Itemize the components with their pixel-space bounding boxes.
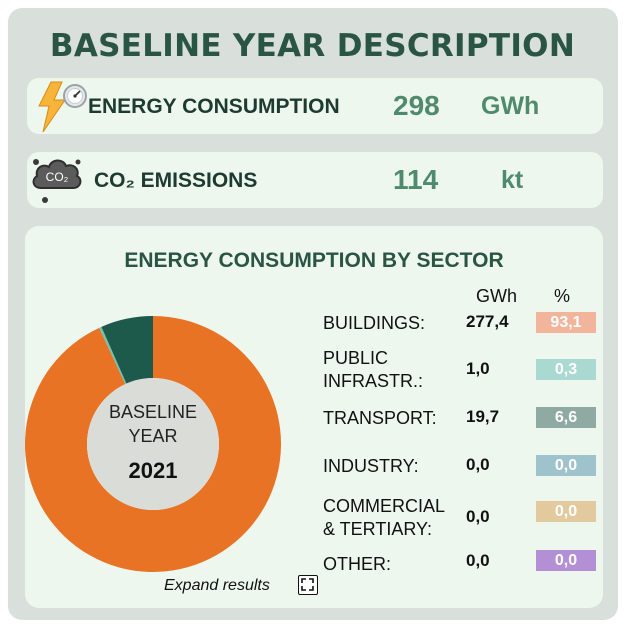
donut-slice-transport[interactable] (101, 316, 153, 384)
sector-pct-badge: 0,3 (536, 359, 596, 380)
co2-emissions-card: CO₂ CO₂ EMISSIONS 114 kt (27, 152, 603, 208)
sector-pct-badge: 93,1 (536, 312, 596, 333)
sector-gwh: 1,0 (466, 359, 490, 378)
energy-consumption-card: ENERGY CONSUMPTION 298 GWh (27, 78, 603, 134)
donut-center (87, 378, 219, 510)
sector-title: ENERGY CONSUMPTION BY SECTOR (124, 249, 504, 272)
co2-icon-text: CO₂ (46, 170, 69, 184)
sector-name: TRANSPORT: (323, 408, 437, 428)
sector-name-line2: INFRASTR.: (323, 371, 424, 391)
co2-emissions-value: 114 (393, 164, 439, 195)
column-header-gwh: GWh (476, 286, 518, 306)
sector-pct-badge: 0,0 (536, 455, 596, 476)
expand-icon[interactable] (298, 575, 318, 595)
energy-consumption-unit: GWh (481, 92, 540, 120)
sector-name-line1: PUBLIC (323, 348, 389, 368)
sector-name-line2: & TERTIARY: (323, 519, 433, 539)
sector-pct-badge: 6,6 (536, 407, 596, 428)
sector-gwh: 277,4 (466, 312, 509, 331)
sector-name: OTHER: (323, 554, 392, 574)
co2-emissions-label: CO₂ EMISSIONS (94, 169, 258, 192)
energy-consumption-label: ENERGY CONSUMPTION (88, 95, 340, 118)
sector-pct-badge: 0,0 (536, 501, 596, 522)
sector-gwh: 0,0 (466, 455, 490, 474)
donut-center-label-line2: YEAR (128, 426, 178, 446)
donut-slice-public-infrastr[interactable] (99, 326, 127, 385)
sector-name: BUILDINGS: (323, 313, 426, 333)
donut-center-label-line1: BASELINE (108, 402, 198, 422)
donut-center-label: BASELINE YEAR (88, 400, 218, 448)
sector-gwh: 19,7 (466, 407, 500, 426)
expand-results-link[interactable]: Expand results (164, 577, 270, 594)
sector-name: INDUSTRY: (323, 456, 419, 476)
sector-donut-chart (25, 316, 281, 572)
sector-pct-badge: 0,0 (536, 550, 596, 571)
page-title: BASELINE YEAR DESCRIPTION (49, 28, 576, 64)
sector-gwh: 0,0 (466, 551, 490, 570)
sector-gwh: 0,0 (466, 507, 490, 526)
co2-cloud-icon: CO₂ (27, 148, 87, 210)
lightning-gauge-icon (35, 80, 91, 134)
donut-slice-buildings[interactable] (25, 316, 281, 572)
co2-emissions-unit: kt (501, 166, 524, 194)
sector-card: ENERGY CONSUMPTION BY SECTOR GWh % BASEL… (25, 226, 603, 608)
donut-center-year: 2021 (128, 458, 178, 483)
sector-name-line1: COMMERCIAL (323, 496, 446, 516)
column-header-percent: % (554, 286, 571, 306)
energy-consumption-value: 298 (393, 90, 440, 121)
